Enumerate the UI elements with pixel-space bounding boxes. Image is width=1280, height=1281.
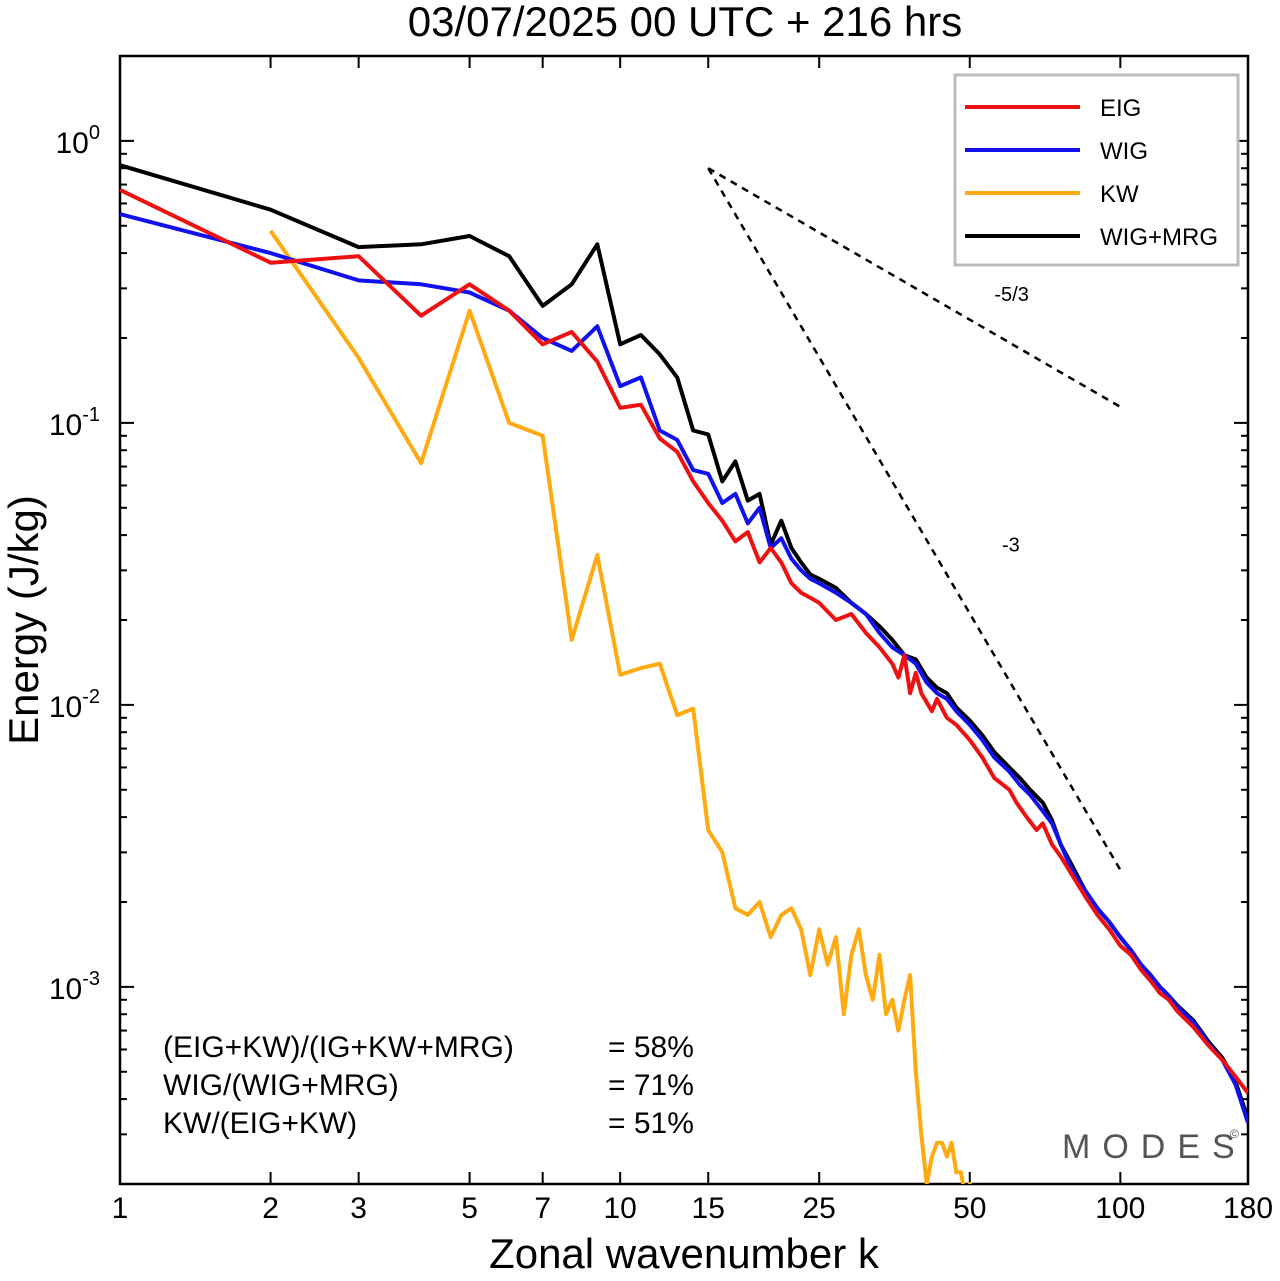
legend-label: WIG [1100,138,1148,165]
x-tick-label: 50 [953,1192,986,1225]
series-line-eig [120,188,1248,1095]
slope-label: -5/3 [994,284,1028,306]
x-axis-label: Zonal wavenumber k [489,1230,880,1277]
chart-title: 03/07/2025 00 UTC + 216 hrs [408,0,963,45]
x-tick-label: 1 [112,1192,129,1225]
slope-line-2 [707,167,1122,871]
watermark-copyright-mark: © [1230,1127,1239,1141]
legend: EIG WIG KW WIG+MRG [953,73,1240,267]
x-tick-label: 100 [1095,1192,1145,1225]
slope-line-1 [707,167,1121,408]
watermark: MODES © [1062,1127,1247,1166]
y-tick-base: 10 [49,409,82,442]
slope-reference-lines: -5/3 -3 [707,167,1122,871]
y-tick-exponent: 0 [89,122,100,144]
x-tick-label: 2 [262,1192,279,1225]
x-tick-label: 5 [461,1192,478,1225]
legend-items: EIG WIG KW WIG+MRG [965,95,1218,251]
ratio-label: KW/(EIG+KW) [163,1107,357,1140]
ratio-value: = 51% [608,1107,694,1140]
series-line-kw [268,229,973,1184]
y-tick-base: 10 [49,691,82,724]
ratio-value: = 58% [608,1031,694,1064]
y-tick-base: 10 [56,127,89,160]
watermark-text: MODES [1062,1128,1247,1166]
x-tick-label: 3 [350,1192,367,1225]
y-tick-label: 100 [56,122,101,160]
y-axis-label: Energy (J/kg) [0,495,47,745]
ratio-value: = 71% [608,1069,694,1102]
x-tick-label: 180 [1223,1192,1273,1225]
series-lines [120,163,1248,1184]
legend-label: EIG [1100,95,1141,122]
legend-label: KW [1100,181,1139,208]
y-tick-label: 10-1 [49,404,100,442]
y-tick-exponent: -2 [82,686,100,708]
y-tick-base: 10 [49,973,82,1006]
ratio-annotations: (EIG+KW)/(IG+KW+MRG) = 58% WIG/(WIG+MRG) = … [163,1031,694,1140]
y-tick-exponent: -3 [82,968,100,990]
x-tick-label: 10 [603,1192,636,1225]
y-tick-label: 10-3 [49,968,100,1006]
legend-label: WIG+MRG [1100,224,1218,251]
y-tick-label: 10-2 [49,686,100,724]
x-tick-label: 7 [534,1192,551,1225]
ratio-label: (EIG+KW)/(IG+KW+MRG) [163,1031,514,1064]
x-tick-label: 15 [692,1192,725,1225]
slope-label: -3 [1002,534,1020,556]
y-tick-exponent: -1 [82,404,100,426]
ratio-label: WIG/(WIG+MRG) [163,1069,399,1102]
x-tick-label: 25 [803,1192,836,1225]
